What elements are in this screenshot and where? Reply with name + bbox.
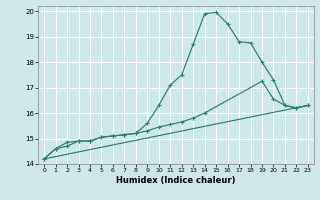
X-axis label: Humidex (Indice chaleur): Humidex (Indice chaleur) (116, 176, 236, 185)
